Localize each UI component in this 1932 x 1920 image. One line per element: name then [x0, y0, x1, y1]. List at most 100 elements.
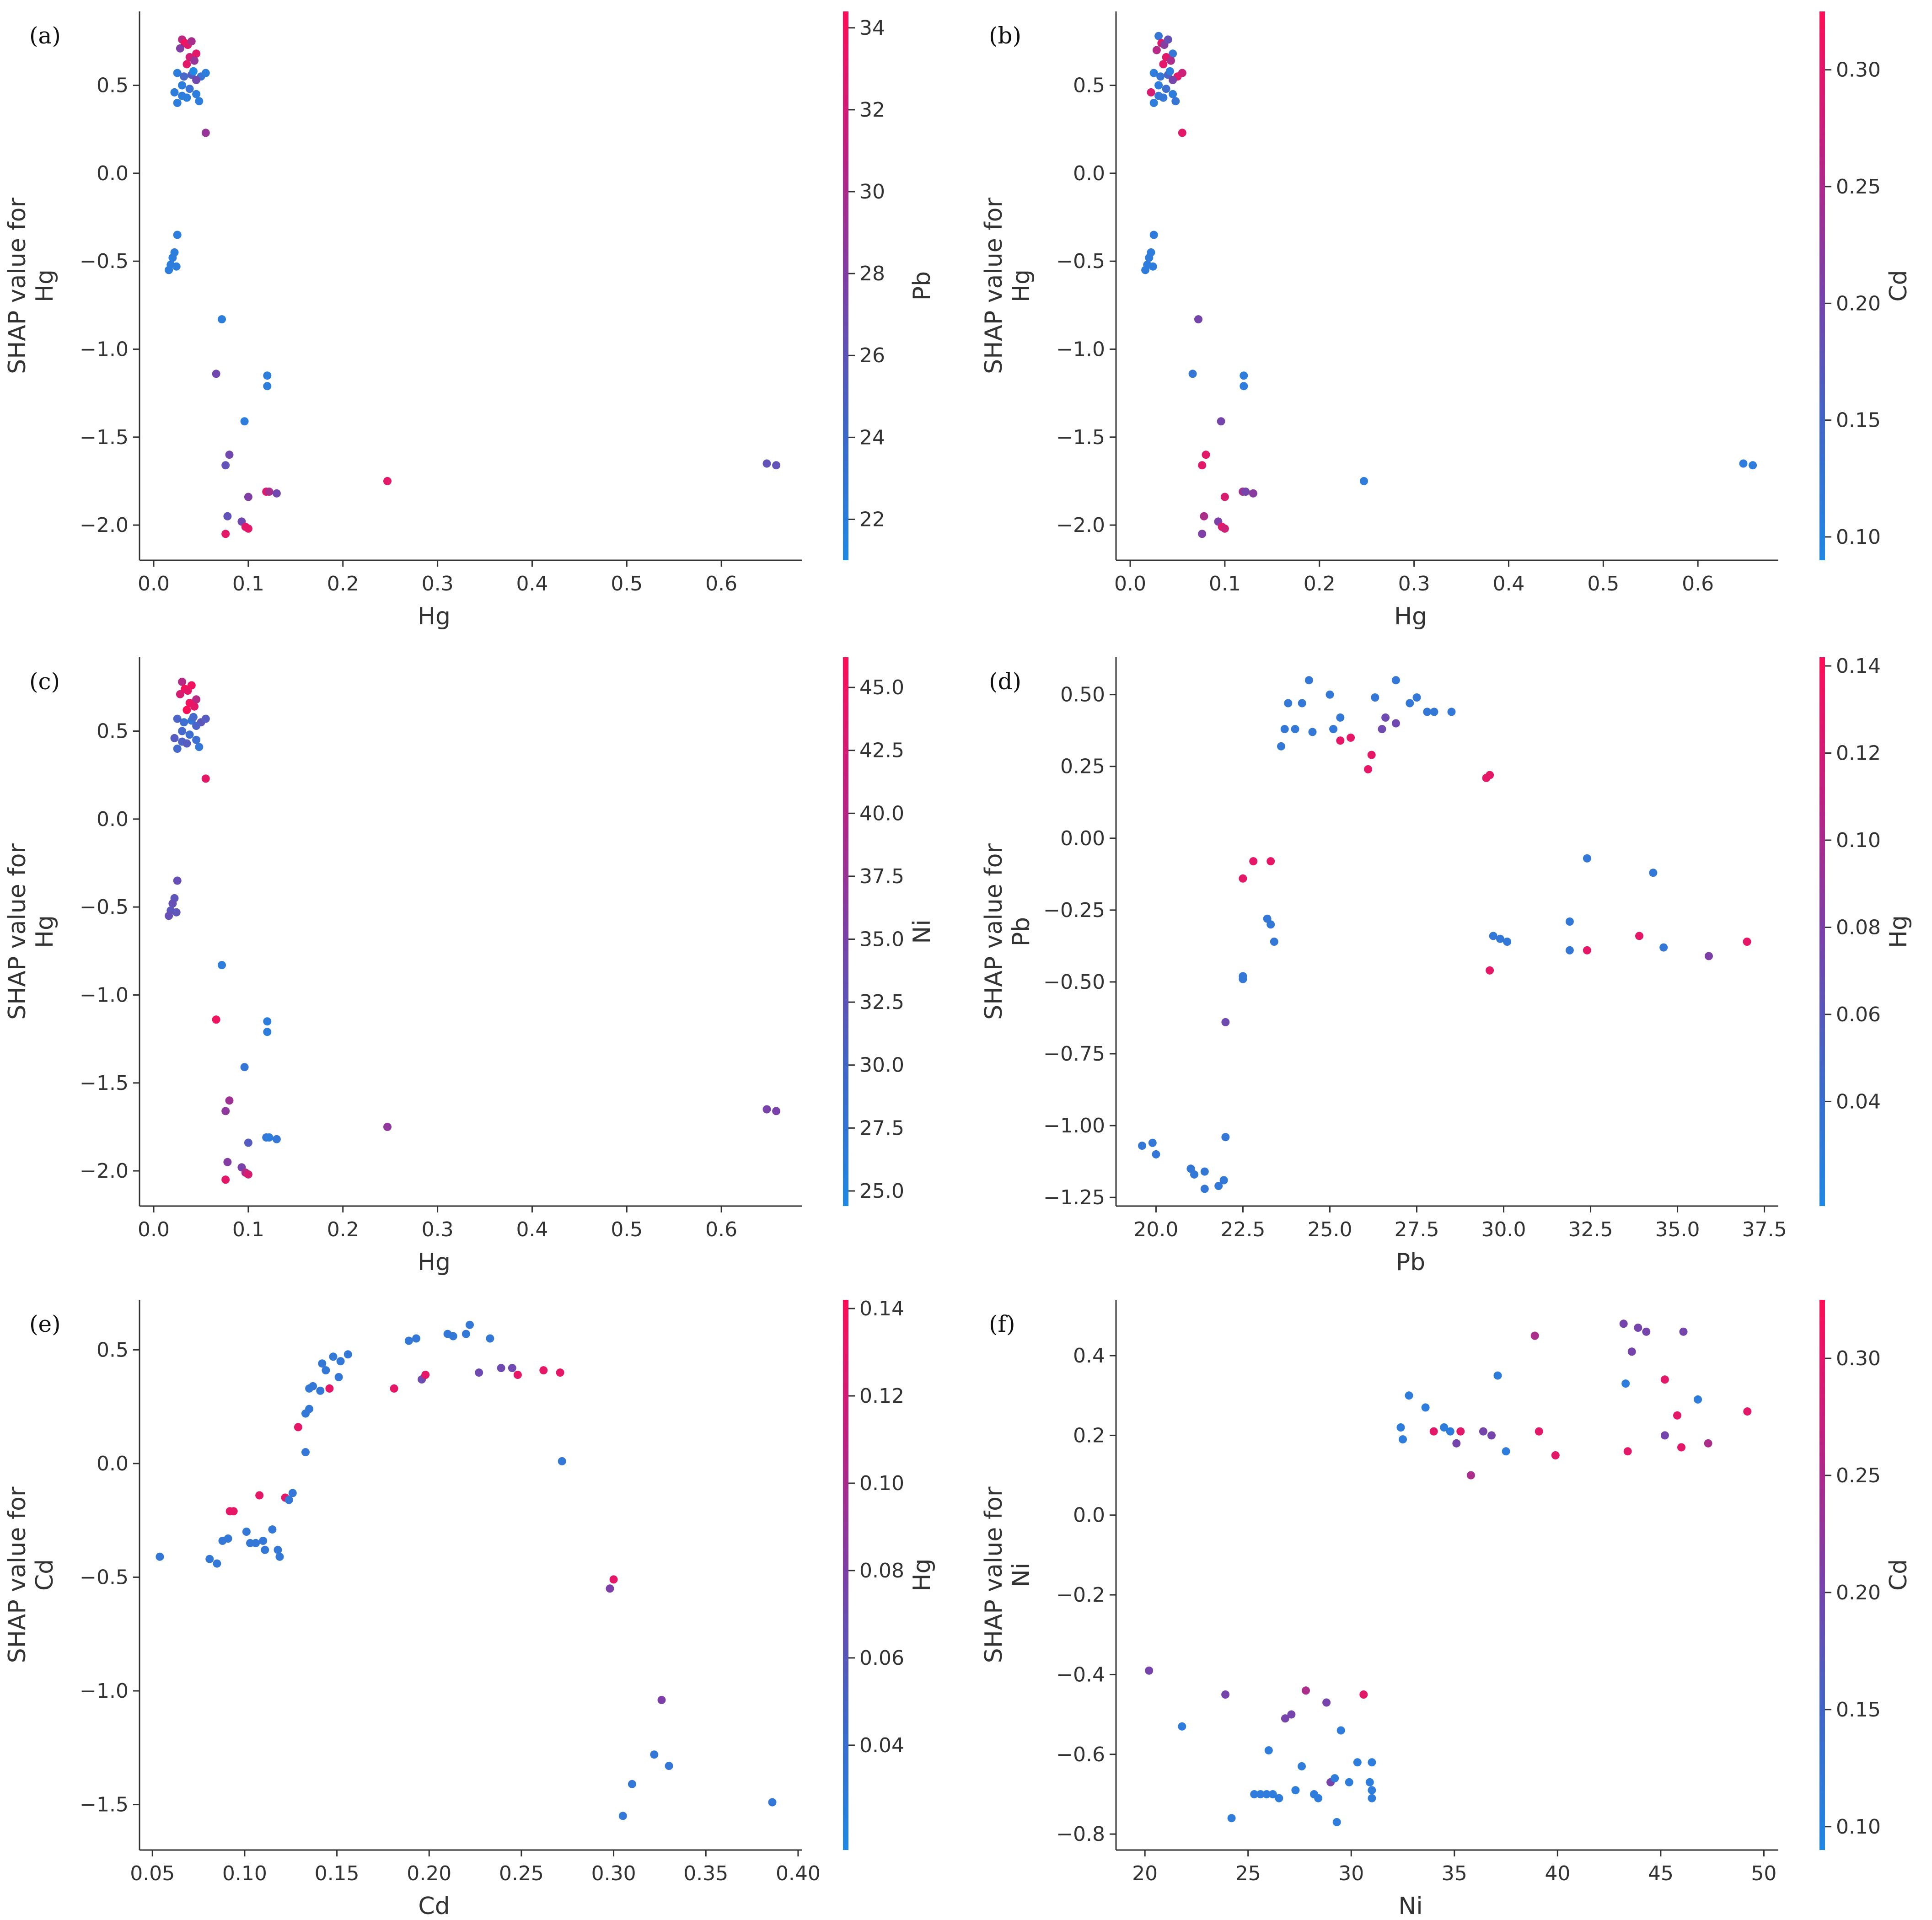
y-tick-label: −2.0 — [80, 514, 129, 537]
data-point — [497, 1364, 505, 1373]
colorbar-tick-label: 0.10 — [1836, 829, 1881, 852]
data-point — [1280, 725, 1289, 734]
data-point — [1621, 1379, 1630, 1388]
y-axis-label-line2: Cd — [31, 1559, 59, 1591]
data-point — [1149, 99, 1158, 107]
data-point — [1739, 459, 1748, 468]
panel-tag: (c) — [29, 668, 60, 695]
data-point — [259, 1536, 268, 1545]
data-point — [772, 461, 781, 470]
data-point — [1412, 693, 1421, 702]
x-tick-label: 0.4 — [516, 1218, 548, 1241]
x-tick-label: 0.6 — [705, 572, 737, 595]
data-point — [173, 69, 182, 77]
colorbar-tick-label: 35.0 — [859, 928, 904, 951]
x-tick-label: 0.3 — [1398, 572, 1430, 595]
data-point — [1267, 857, 1275, 866]
y-tick-label: −1.5 — [1056, 426, 1105, 449]
data-point — [1249, 489, 1257, 498]
data-point — [1221, 1133, 1230, 1142]
data-point — [185, 85, 194, 93]
x-tick-label: 0.5 — [611, 1218, 643, 1241]
colorbar-tick-label: 0.25 — [1836, 175, 1881, 198]
data-point — [1743, 938, 1751, 946]
data-point — [1220, 493, 1229, 501]
data-point — [1291, 725, 1299, 734]
x-tick-label: 0.1 — [232, 1218, 264, 1241]
data-point — [192, 695, 201, 704]
data-point — [1530, 1331, 1539, 1340]
data-point — [1256, 1790, 1265, 1798]
data-point — [1264, 1746, 1273, 1755]
data-point — [390, 1384, 398, 1393]
x-tick-label: 0.35 — [683, 1862, 728, 1885]
data-point — [244, 524, 252, 533]
data-point — [1487, 1431, 1496, 1440]
data-point — [263, 382, 272, 391]
data-point — [556, 1368, 564, 1377]
data-point — [178, 81, 187, 90]
data-point — [170, 734, 179, 742]
data-point — [1159, 93, 1168, 102]
data-point — [762, 1105, 771, 1114]
data-point — [466, 1320, 474, 1329]
data-point — [1138, 1142, 1146, 1150]
data-point — [1141, 266, 1150, 274]
data-point — [1270, 938, 1278, 946]
data-point — [1156, 72, 1165, 81]
data-point — [316, 1386, 325, 1395]
data-point — [1705, 952, 1713, 960]
colorbar-label: Hg — [908, 1558, 936, 1591]
data-point — [1167, 56, 1175, 65]
colorbar-tick-label: 0.10 — [1836, 1815, 1881, 1839]
data-point — [1623, 1447, 1632, 1456]
y-tick-label: 0.00 — [1060, 827, 1105, 850]
data-point — [1368, 1786, 1376, 1795]
y-axis-label-line2: Pb — [1008, 917, 1035, 946]
y-tick-label: 0.0 — [1073, 162, 1105, 185]
data-point — [1347, 733, 1355, 742]
data-point — [1359, 1690, 1368, 1699]
colorbar-tick-label: 40.0 — [859, 802, 904, 825]
panel-tag: (a) — [29, 22, 61, 49]
x-axis-label: Cd — [418, 1893, 450, 1920]
data-point — [1169, 76, 1177, 84]
data-point — [618, 1812, 627, 1820]
data-point — [1336, 713, 1345, 722]
data-point — [156, 1552, 164, 1561]
x-axis-label: Hg — [1394, 603, 1427, 630]
x-tick-label: 0.2 — [1304, 572, 1336, 595]
data-point — [182, 739, 191, 748]
data-point — [192, 49, 201, 58]
data-point — [1240, 371, 1248, 380]
data-point — [192, 90, 201, 98]
data-point — [486, 1334, 494, 1343]
colorbar-tick-label: 34 — [859, 16, 885, 40]
data-point — [1565, 917, 1574, 926]
colorbar-tick-label: 24 — [859, 426, 885, 449]
colorbar-tick-label: 27.5 — [859, 1116, 904, 1140]
data-point — [1190, 1170, 1198, 1179]
colorbar-tick-label: 30.0 — [859, 1054, 904, 1077]
data-point — [1214, 1182, 1223, 1190]
data-point — [1219, 1176, 1228, 1185]
data-point — [213, 1559, 221, 1568]
panel-tag: (e) — [29, 1311, 61, 1337]
data-point — [1634, 1324, 1642, 1332]
data-point — [218, 315, 226, 324]
data-point — [1249, 857, 1258, 866]
colorbar — [843, 657, 848, 1206]
data-point — [1336, 1726, 1345, 1735]
y-tick-label: −0.5 — [1056, 250, 1105, 273]
x-tick-label: 0.3 — [422, 1218, 454, 1241]
data-point — [244, 493, 252, 501]
data-point — [1619, 1319, 1628, 1328]
y-tick-label: −1.0 — [1056, 338, 1105, 361]
data-point — [255, 1491, 264, 1500]
data-point — [1291, 1786, 1300, 1795]
data-point — [1287, 1710, 1296, 1719]
y-tick-label: −1.25 — [1043, 1186, 1105, 1209]
data-point — [1749, 461, 1757, 470]
colorbar-tick-label: 0.30 — [1836, 59, 1881, 82]
